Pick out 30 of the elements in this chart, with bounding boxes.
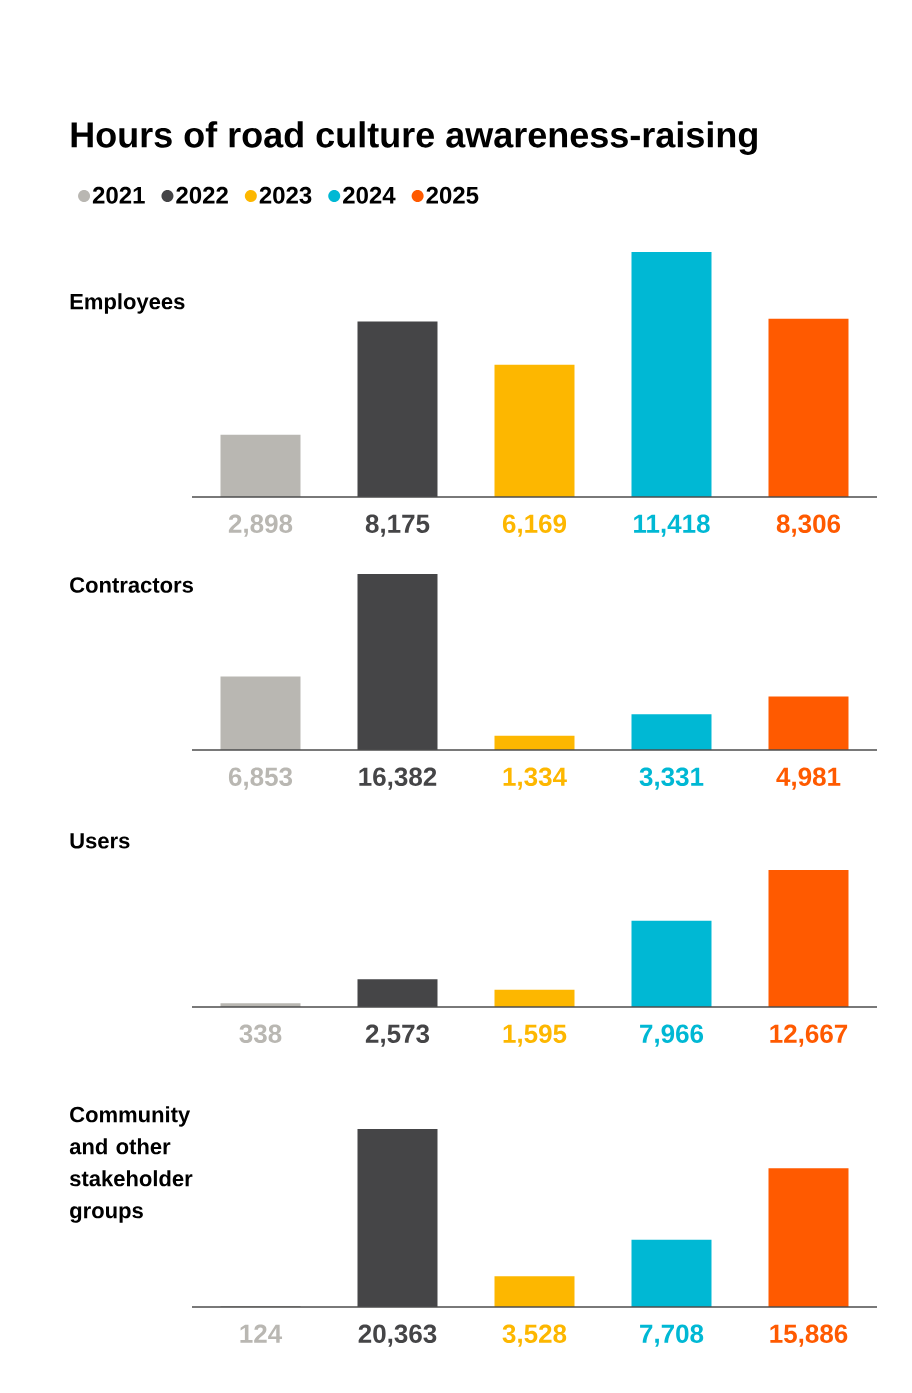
data-label: 20,363 — [358, 1324, 437, 1347]
legend-label: 2023 — [259, 186, 312, 204]
data-label: 7,708 — [640, 1324, 704, 1347]
data-label: 6,169 — [502, 514, 567, 537]
data-label: 4,981 — [776, 767, 841, 790]
data-label: 8,175 — [365, 514, 430, 537]
y-axis-title: Contractors — [70, 577, 193, 593]
y-axis-title: Community and other stakeholder groups — [69, 1106, 193, 1223]
legend-label: 2025 — [426, 186, 479, 204]
data-label: 16,382 — [359, 767, 437, 790]
data-label: 8,306 — [776, 514, 841, 537]
data-label: 1,595 — [503, 1024, 567, 1047]
y-axis-title: Employees — [70, 293, 185, 314]
data-label: 1,334 — [503, 767, 567, 790]
data-label: 11,418 — [634, 514, 710, 537]
data-label: 3,331 — [639, 767, 704, 790]
data-label: 2,573 — [365, 1024, 430, 1047]
chart-title: Hours of road culture awareness-raising — [71, 121, 757, 155]
data-label: 12,667 — [770, 1024, 848, 1047]
data-label: 124 — [240, 1324, 283, 1343]
data-label: 15,886 — [770, 1324, 848, 1347]
data-label: 2,898 — [228, 514, 293, 537]
legend-label: 2024 — [343, 186, 396, 204]
data-label: 6,853 — [228, 767, 293, 790]
legend-label: 2022 — [176, 186, 228, 204]
data-label: 7,966 — [640, 1024, 704, 1047]
y-axis-title: Users — [70, 833, 130, 849]
data-label: 3,528 — [502, 1324, 567, 1347]
data-label: 338 — [239, 1024, 282, 1043]
legend-label: 2021 — [92, 186, 145, 204]
